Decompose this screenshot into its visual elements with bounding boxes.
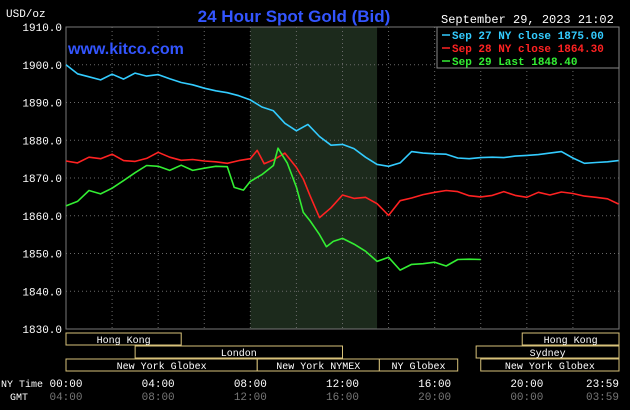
legend-label-sep27: Sep 27 NY close 1875.00 bbox=[452, 31, 604, 43]
legend-box bbox=[436, 26, 620, 69]
gmt-tick-label: 16:00 bbox=[326, 392, 359, 404]
y-tick-label: 1890.0 bbox=[22, 99, 62, 111]
gmt-tick-label: 08:00 bbox=[142, 392, 175, 404]
session-band-label: Sydney bbox=[530, 348, 566, 360]
session-band: Hong Kong bbox=[521, 332, 620, 347]
session-band-box bbox=[521, 332, 620, 346]
session-band-label: Hong Kong bbox=[544, 336, 598, 347]
legend-label-sep29: Sep 29 Last 1848.40 bbox=[452, 57, 577, 69]
session-band-box bbox=[134, 345, 343, 359]
axis-layer: 1910.0 1900.0 1890.0 1880.0 1870.0 1860.0 1850… bbox=[22, 23, 619, 404]
chart-title: 24 Hour Spot Gold (Bid) bbox=[198, 7, 391, 26]
nymex-session-shade bbox=[250, 27, 378, 329]
session-band: London bbox=[134, 345, 343, 360]
session-band-label: New York Globex bbox=[117, 361, 207, 373]
session-band: New York Globex bbox=[65, 358, 258, 373]
x-tick-label: 04:00 bbox=[142, 379, 175, 391]
y-unit-label: USD/oz bbox=[6, 9, 46, 21]
legend: Sep 27 NY close 1875.00 Sep 28 NY close … bbox=[436, 26, 620, 69]
y-tick-label: 1840.0 bbox=[22, 287, 62, 299]
session-band-box bbox=[480, 358, 620, 372]
series-line-1 bbox=[65, 149, 619, 219]
grid-layer bbox=[65, 26, 620, 330]
watermark-text: www.kitco.com bbox=[67, 41, 184, 58]
gmt-row-label: GMT bbox=[10, 393, 28, 404]
session-band-box bbox=[475, 345, 620, 359]
session-band-box bbox=[65, 332, 182, 346]
gmt-tick-label: 00:00 bbox=[510, 392, 543, 404]
legend-label-sep28: Sep 28 NY close 1864.30 bbox=[452, 44, 604, 56]
x-tick-label: 23:59 bbox=[586, 379, 619, 391]
session-band: NY Globex bbox=[378, 358, 459, 373]
session-band-label: Hong Kong bbox=[97, 336, 151, 347]
session-band-label: NY Globex bbox=[392, 361, 446, 373]
session-band: New York Globex bbox=[480, 358, 620, 373]
y-tick-label: 1850.0 bbox=[22, 250, 62, 262]
ny-time-row-label: NY Time bbox=[1, 379, 43, 391]
session-band-label: New York NYMEX bbox=[276, 361, 360, 373]
series-layer bbox=[65, 64, 619, 271]
x-tick-label: 16:00 bbox=[418, 379, 451, 391]
session-band-label: London bbox=[221, 348, 257, 360]
y-tick-label: 1870.0 bbox=[22, 174, 62, 186]
session-band: Sydney bbox=[475, 345, 620, 360]
series-line-2 bbox=[65, 147, 481, 271]
x-tick-label: 20:00 bbox=[510, 379, 543, 391]
gmt-tick-label: 04:00 bbox=[49, 392, 82, 404]
series-line-0 bbox=[65, 64, 619, 168]
session-band-box bbox=[378, 358, 459, 372]
legend-item-sep27: Sep 27 NY close 1875.00 bbox=[442, 31, 604, 43]
y-tick-label: 1910.0 bbox=[22, 23, 62, 35]
gmt-tick-label: 20:00 bbox=[418, 392, 451, 404]
gmt-tick-label: 12:00 bbox=[234, 392, 267, 404]
legend-item-sep29: Sep 29 Last 1848.40 bbox=[442, 57, 577, 69]
x-tick-label: 12:00 bbox=[326, 379, 359, 391]
session-band: New York NYMEX bbox=[256, 358, 380, 373]
session-band-label: New York Globex bbox=[505, 361, 595, 373]
y-tick-label: 1880.0 bbox=[22, 136, 62, 148]
plot-frame bbox=[65, 26, 620, 330]
x-tick-label: 00:00 bbox=[49, 379, 82, 391]
y-tick-label: 1860.0 bbox=[22, 212, 62, 224]
legend-item-sep28: Sep 28 NY close 1864.30 bbox=[442, 44, 604, 56]
session-band: Hong Kong bbox=[65, 332, 182, 347]
x-tick-label: 08:00 bbox=[234, 379, 267, 391]
gmt-tick-label: 03:59 bbox=[586, 392, 619, 404]
session-shade-layer bbox=[250, 27, 378, 329]
y-tick-label: 1830.0 bbox=[22, 325, 62, 337]
timestamp: September 29, 2023 21:02 bbox=[441, 13, 614, 27]
y-tick-label: 1900.0 bbox=[22, 61, 62, 73]
